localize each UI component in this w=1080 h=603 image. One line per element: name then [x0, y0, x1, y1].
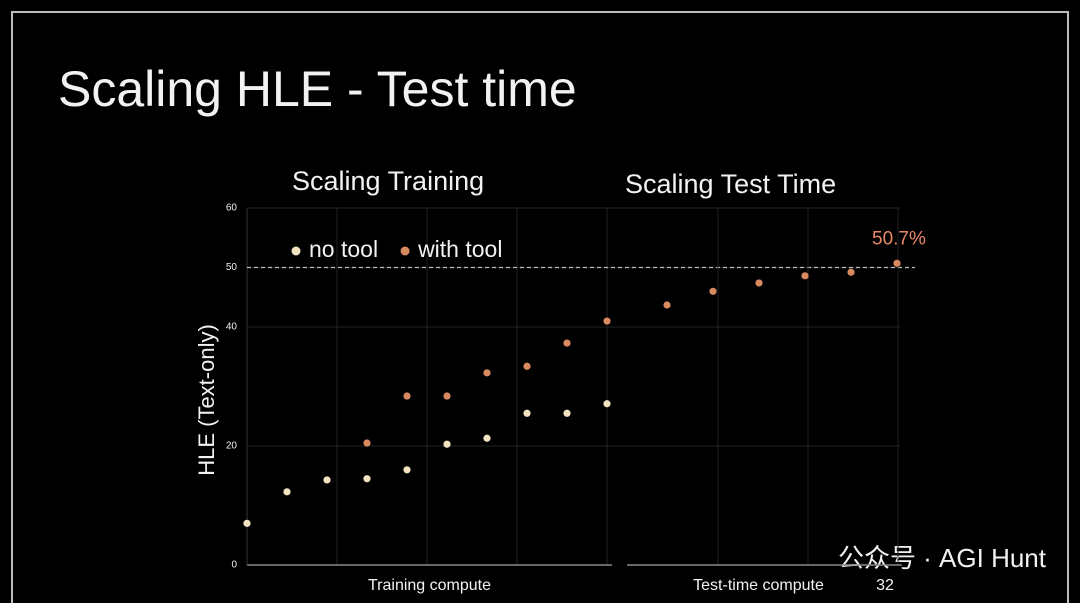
data-point	[323, 476, 331, 484]
y-axis-label: HLE (Text-only)	[194, 324, 219, 476]
data-point	[847, 268, 855, 276]
slide-title: Scaling HLE - Test time	[58, 61, 577, 117]
y-tick-label: 20	[226, 441, 238, 452]
data-point	[403, 392, 411, 400]
charts: Scaling Training Training compute 0 20 40 50 6…	[194, 166, 926, 594]
data-point	[363, 475, 371, 483]
panel-title: Scaling Test Time	[625, 169, 836, 199]
data-point	[893, 259, 901, 267]
data-point	[801, 272, 809, 280]
y-tick-label: 60	[226, 203, 238, 214]
watermark: 公众号 · AGI Hunt	[838, 543, 1047, 573]
data-point	[483, 434, 491, 442]
data-point	[603, 317, 611, 325]
data-point	[523, 362, 531, 370]
legend-marker	[291, 246, 301, 256]
frame	[11, 11, 1069, 603]
data-point	[523, 409, 531, 417]
legend-marker	[400, 246, 410, 256]
data-point	[403, 466, 411, 474]
y-tick-label: 40	[226, 322, 238, 333]
data-point	[563, 409, 571, 417]
legend-label: with tool	[417, 236, 502, 262]
data-point	[483, 369, 491, 377]
page-number: 32	[876, 577, 894, 594]
panel-title: Scaling Training	[292, 166, 484, 196]
x-axis-label: Test-time compute	[693, 577, 824, 594]
data-point	[243, 519, 251, 527]
data-point	[443, 440, 451, 448]
data-point	[603, 400, 611, 408]
data-point	[709, 287, 717, 295]
y-tick-label: 0	[231, 560, 237, 571]
data-point	[283, 488, 291, 496]
data-point	[363, 439, 371, 447]
legend-label: no tool	[309, 236, 378, 262]
data-point	[755, 279, 763, 287]
data-label: 50.7%	[872, 228, 926, 249]
x-axis-label: Training compute	[368, 577, 491, 594]
y-tick-label: 50	[226, 262, 238, 273]
data-point	[663, 301, 671, 309]
data-point	[563, 339, 571, 347]
data-point	[443, 392, 451, 400]
